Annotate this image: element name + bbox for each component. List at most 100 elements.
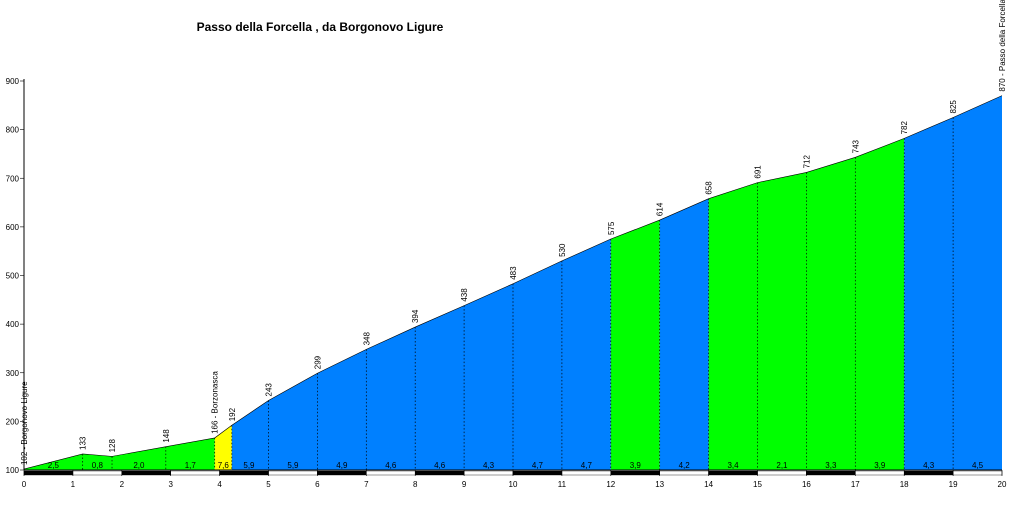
km-bar-segment [561, 470, 612, 476]
chart-title: Passo della Forcella , da Borgonovo Ligu… [197, 20, 444, 34]
y-tick-label: 700 [6, 174, 20, 183]
x-tick-label: 12 [606, 480, 615, 489]
elevation-label: 782 [900, 120, 909, 134]
elevation-label: 299 [313, 355, 322, 369]
elevation-label: 483 [509, 266, 518, 280]
elevation-label: 825 [949, 100, 958, 114]
elevation-label: 166 - Borzonasca [211, 371, 220, 434]
x-tick-label: 10 [509, 480, 518, 489]
y-tick-label: 900 [6, 77, 20, 86]
km-bar-segment [512, 470, 563, 476]
x-tick-label: 14 [704, 480, 713, 489]
km-bar-segment [708, 470, 758, 476]
gradient-label: 4,7 [532, 461, 544, 470]
km-bar-segment [219, 470, 269, 476]
km-bar-segment [806, 470, 856, 476]
x-tick-label: 15 [753, 480, 762, 489]
x-tick-label: 1 [71, 480, 76, 489]
y-tick-label: 200 [6, 417, 20, 426]
km-bar-segment [72, 470, 123, 476]
gradient-label: 2,1 [776, 461, 788, 470]
gradient-label: 4,5 [972, 461, 984, 470]
x-tick-label: 13 [655, 480, 664, 489]
axes-group: 0 1 2 3 4 5 6 7 8 9 10 11 12 13 14 15 16 17 18 19 2010020030… [6, 77, 1007, 489]
gradient-label: 2,5 [48, 461, 60, 470]
elevation-label: 348 [362, 332, 371, 346]
elevation-label: 394 [411, 309, 420, 323]
km-bar-segment [170, 470, 220, 476]
elevation-label: 438 [460, 288, 469, 302]
km-bar-segment [610, 470, 660, 476]
km-bar-segment [952, 470, 1003, 476]
x-tick-label: 8 [413, 480, 418, 489]
x-tick-label: 17 [851, 480, 860, 489]
y-tick-label: 100 [6, 466, 20, 475]
km-bar-segment [23, 470, 74, 476]
y-tick-label: 300 [6, 369, 20, 378]
km-bar-segment [757, 470, 807, 476]
elevation-label: 102 - Borgonovo Ligure [20, 381, 29, 465]
profile-outline [23, 95, 1003, 470]
km-bar-segment [268, 470, 318, 476]
x-tick-label: 11 [558, 480, 567, 489]
x-tick-label: 5 [266, 480, 271, 489]
profile-fill-group [23, 95, 1003, 471]
elevation-label: 712 [802, 155, 811, 169]
km-bar-segment [317, 470, 367, 476]
gradient-label: 3,9 [630, 461, 642, 470]
gradient-label: 4,3 [483, 461, 495, 470]
gradient-label: 4,6 [385, 461, 397, 470]
km-bar-segment [366, 470, 416, 476]
profile-segment [610, 220, 660, 470]
x-tick-label: 9 [462, 480, 467, 489]
elevation-label: 658 [705, 181, 714, 195]
gradient-label: 4,6 [434, 461, 446, 470]
x-tick-label: 7 [364, 480, 369, 489]
km-bar-segment [463, 470, 514, 476]
km-bar-segment [904, 470, 954, 476]
x-tick-label: 16 [802, 480, 811, 489]
segment-dividers [82, 117, 954, 470]
km-bar-segment [415, 470, 465, 476]
elevation-label: 128 [108, 438, 117, 452]
elevation-label: 870 - Passo della Forcella [998, 0, 1007, 92]
x-tick-label: 6 [315, 480, 320, 489]
x-tick-label: 19 [949, 480, 958, 489]
elevation-label: 133 [79, 436, 88, 450]
elevation-label: 243 [265, 383, 274, 397]
gradient-label: 4,2 [679, 461, 691, 470]
elevation-label: 530 [558, 243, 567, 257]
x-tick-label: 20 [998, 480, 1007, 489]
elevation-label: 614 [656, 202, 665, 216]
x-tick-label: 18 [900, 480, 909, 489]
gradient-label: 3,3 [825, 461, 837, 470]
gradient-label: 0,8 [92, 461, 104, 470]
profile-segment [214, 425, 232, 470]
km-bar-segment [659, 470, 709, 476]
elevation-label: 575 [607, 221, 616, 235]
elevation-label: 691 [754, 165, 763, 179]
gradient-label: 7,6 [218, 461, 230, 470]
profile-segment [708, 138, 905, 470]
profile-segment [24, 437, 215, 470]
elevation-label: 743 [851, 139, 860, 153]
gradient-label: 3,9 [874, 461, 886, 470]
x-tick-label: 4 [217, 480, 222, 489]
gradient-label: 4,7 [581, 461, 593, 470]
gradient-label: 4,3 [923, 461, 935, 470]
y-tick-label: 800 [6, 126, 20, 135]
gradient-label: 1,7 [185, 461, 197, 470]
y-tick-label: 400 [6, 320, 20, 329]
km-bar-segment [121, 470, 171, 476]
gradient-label: 3,4 [727, 461, 739, 470]
y-tick-label: 500 [6, 272, 20, 281]
gradient-label: 2,0 [133, 461, 145, 470]
elevation-label: 192 [228, 407, 237, 421]
profile-segment [231, 239, 611, 470]
km-bar-segment [855, 470, 905, 476]
x-tick-label: 0 [22, 480, 27, 489]
elevation-labels: 102 - Borgonovo Ligure 133 128 148 166 - Bor… [20, 0, 1007, 465]
gradient-labels: 2,5 0,8 2,0 1,7 7,6 5,9 5,9 4,9 4,6 4,6 4,3 4,7 4,7 3… [48, 461, 984, 470]
gradient-label: 4,9 [336, 461, 348, 470]
